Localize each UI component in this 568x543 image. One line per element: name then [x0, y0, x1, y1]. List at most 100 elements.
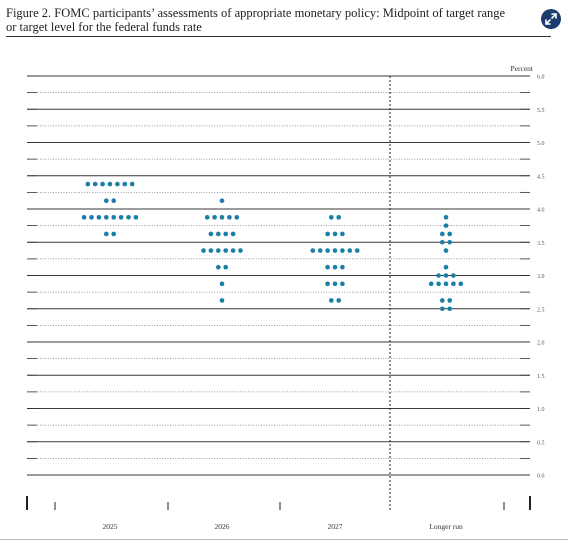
data-point	[104, 231, 109, 237]
data-point	[336, 215, 342, 220]
data-point	[227, 215, 232, 220]
data-point	[340, 281, 345, 287]
data-point	[133, 215, 139, 220]
data-point	[310, 248, 316, 253]
data-point	[340, 248, 345, 253]
data-point	[111, 231, 116, 237]
page-bottom-rule	[0, 539, 568, 540]
data-point	[443, 248, 449, 253]
data-point	[332, 248, 338, 253]
y-tick-label: 3.5	[537, 241, 545, 247]
data-point	[443, 281, 449, 287]
data-point	[223, 264, 228, 270]
data-point	[219, 298, 225, 303]
data-point	[336, 298, 342, 303]
data-point	[347, 248, 353, 253]
data-point	[111, 198, 116, 203]
data-point	[325, 264, 330, 270]
data-point	[104, 198, 109, 203]
y-tick-label: 2.0	[537, 341, 545, 347]
data-point	[129, 181, 135, 187]
data-point	[85, 181, 91, 187]
data-point	[223, 248, 228, 253]
data-point	[118, 215, 124, 220]
data-point	[443, 273, 449, 278]
y-tick-label: 4.0	[537, 208, 545, 214]
data-point	[447, 306, 453, 312]
y-tick-label: 5.5	[537, 108, 545, 114]
figure-caption: Figure 2. FOMC participants’ assessments…	[6, 6, 538, 34]
data-point	[443, 215, 449, 220]
y-tick-label: 1.0	[537, 407, 545, 413]
data-point	[447, 231, 453, 237]
data-point	[332, 281, 338, 287]
data-point	[230, 231, 236, 237]
data-point	[440, 231, 445, 237]
y-tick-label: 5.0	[537, 141, 545, 147]
caption-line-1: Figure 2. FOMC participants’ assessments…	[6, 6, 506, 20]
data-point	[317, 248, 323, 253]
data-point	[223, 231, 228, 237]
y-axis-label: Percent	[511, 64, 534, 73]
x-tick-label: Longer run	[429, 522, 463, 531]
data-point	[436, 273, 441, 278]
data-point	[201, 248, 206, 253]
data-point	[354, 248, 360, 253]
expand-arrows-icon	[545, 13, 557, 25]
data-point	[216, 264, 221, 270]
data-point	[234, 215, 240, 220]
y-tick-label: 0.5	[537, 440, 545, 446]
y-tick-label: 2.5	[537, 307, 545, 313]
data-point	[440, 306, 445, 312]
y-tick-label: 0.0	[537, 474, 545, 480]
data-point	[325, 248, 330, 253]
y-tick-label: 4.5	[537, 174, 545, 180]
data-point	[340, 264, 345, 270]
data-point	[204, 215, 210, 220]
data-point	[216, 231, 221, 237]
data-point	[329, 215, 334, 220]
data-point	[451, 273, 456, 278]
data-point	[451, 281, 456, 287]
data-point	[238, 248, 243, 253]
x-tick-label: 2027	[328, 522, 343, 531]
data-point	[325, 231, 330, 237]
data-point	[219, 198, 225, 203]
expand-button[interactable]	[541, 9, 561, 29]
data-point	[89, 215, 94, 220]
y-tick-label: 1.5	[537, 374, 545, 380]
data-point	[212, 215, 217, 220]
data-point	[92, 181, 98, 187]
data-point	[219, 215, 225, 220]
data-point	[443, 223, 449, 228]
data-point	[208, 231, 214, 237]
data-point	[115, 181, 120, 187]
data-point	[107, 181, 113, 187]
data-point	[111, 215, 116, 220]
data-point	[340, 231, 345, 237]
data-point	[100, 181, 105, 187]
data-point	[230, 248, 236, 253]
data-point	[208, 248, 214, 253]
data-point	[332, 264, 338, 270]
data-point	[447, 239, 453, 245]
data-point	[443, 264, 449, 270]
data-point	[126, 215, 131, 220]
data-point	[458, 281, 464, 287]
data-point	[447, 298, 453, 303]
data-point	[428, 281, 434, 287]
data-point	[81, 215, 87, 220]
x-tick-label: 2025	[103, 522, 118, 531]
x-tick-label: 2026	[215, 522, 230, 531]
y-tick-label: 3.0	[537, 274, 545, 280]
caption-line-2: or target level for the federal funds ra…	[6, 20, 202, 34]
data-point	[332, 231, 338, 237]
data-point	[440, 298, 445, 303]
data-point	[219, 281, 225, 287]
data-point	[440, 239, 445, 245]
data-point	[96, 215, 102, 220]
data-point	[122, 181, 128, 187]
data-point	[216, 248, 221, 253]
data-point	[104, 215, 109, 220]
